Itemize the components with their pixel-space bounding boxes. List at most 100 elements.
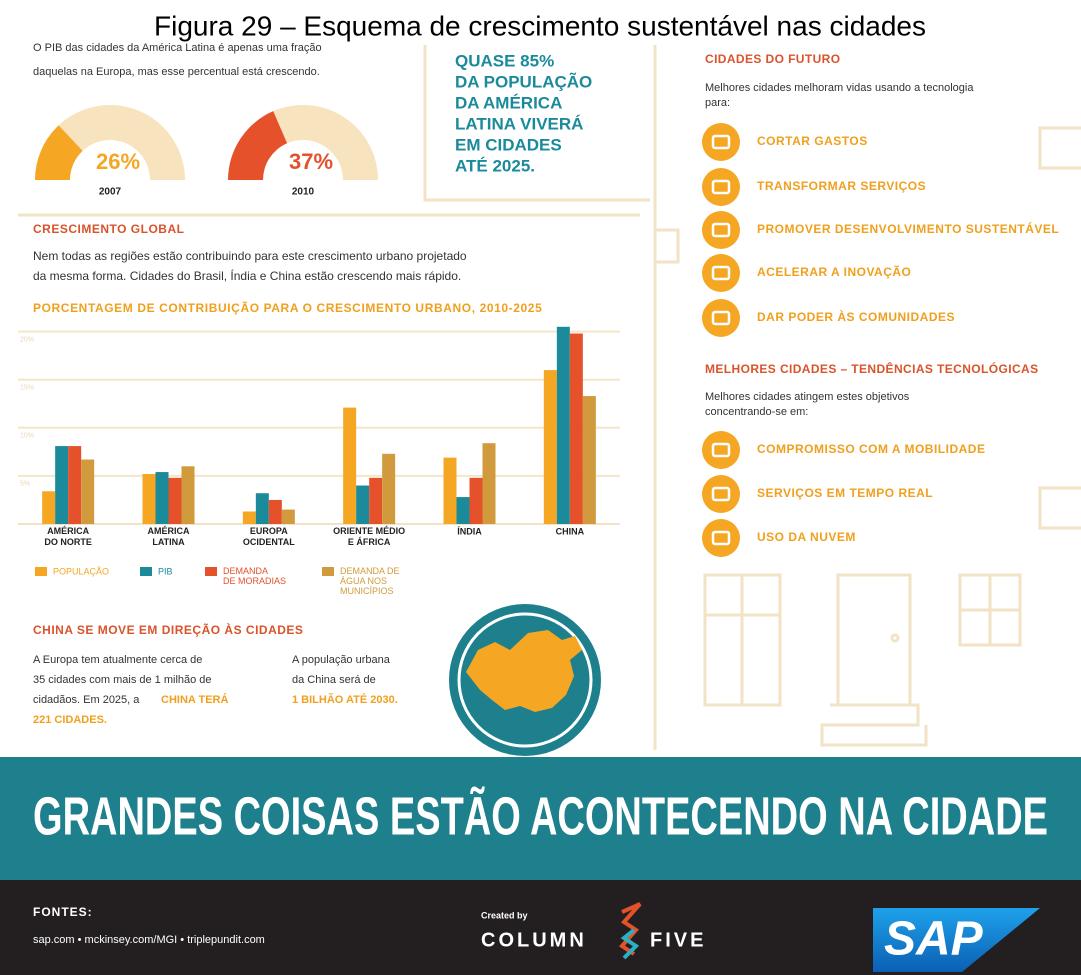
item-label: COMPROMISSO COM A MOBILIDADE: [757, 442, 985, 456]
y-tick-label: 15%: [20, 385, 34, 392]
highlight-text: ATÉ 2025.: [455, 156, 535, 175]
section-heading: CIDADES DO FUTURO: [705, 52, 840, 66]
bar: [168, 477, 182, 524]
highlight-text: LATINA VIVERÁ: [455, 114, 583, 133]
legend-label: POPULAÇÃO: [53, 566, 109, 576]
item-icon-glyph: [711, 179, 731, 195]
item-icon: [702, 254, 740, 292]
body-text: Melhores cidades atingem estes objetivos: [705, 391, 910, 403]
bar: [469, 477, 483, 524]
created-by: Created by: [481, 910, 528, 920]
gauge-track: [273, 104, 378, 180]
gauge-year: 2010: [292, 187, 315, 198]
highlight-text: EM CIDADES: [455, 135, 562, 154]
x-tick-label: CHINA: [556, 526, 585, 536]
highlight-text: DA POPULAÇÃO: [455, 71, 592, 91]
body-text: Melhores cidades melhoram vidas usando a…: [705, 82, 974, 94]
legend-label: DEMANDA DE MORADIAS: [223, 566, 286, 586]
bar: [142, 473, 156, 524]
body-text: concentrando-se em:: [705, 406, 808, 418]
item-icon-glyph: [711, 265, 731, 281]
highlight-text: QUASE 85%: [455, 51, 554, 70]
item-icon: [702, 431, 740, 469]
highlight-inline: CHINA TERÁ: [161, 693, 228, 706]
section-heading: MELHORES CIDADES – TENDÊNCIAS TECNOLÓGIC…: [705, 361, 1039, 376]
bar: [68, 446, 82, 524]
x-tick-label: EUROPA OCIDENTAL: [243, 526, 295, 547]
bar: [456, 497, 470, 524]
legend-swatch: [140, 567, 152, 576]
highlight-inline: 1 BILHÃO ATÉ 2030.: [292, 693, 398, 706]
bar: [482, 443, 496, 524]
item-label: USO DA NUVEM: [757, 530, 856, 544]
legend-swatch: [35, 567, 47, 576]
bar: [155, 472, 169, 524]
item-icon-glyph: [711, 486, 731, 502]
bar: [356, 485, 370, 524]
bar: [382, 453, 396, 524]
bar: [343, 407, 357, 524]
body-text: A Europa tem atualmente cerca de: [33, 654, 202, 666]
bar: [369, 477, 383, 524]
item-label: DAR PODER ÀS COMUNIDADES: [757, 309, 955, 324]
body-text: cidadãos. Em 2025, a: [33, 694, 140, 706]
bar: [543, 370, 557, 524]
section-heading: CHINA SE MOVE EM DIREÇÃO ÀS CIDADES: [33, 622, 303, 637]
item-icon-glyph: [711, 530, 731, 546]
item-icon-glyph: [711, 442, 731, 458]
intro-text: O PIB das cidades da América Latina é ap…: [33, 42, 322, 54]
item-icon-glyph: [711, 310, 731, 326]
x-tick-label: AMÉRICA DO NORTE: [44, 526, 92, 547]
bar: [242, 511, 256, 524]
bar: [55, 446, 69, 524]
decoration: [0, 45, 1081, 975]
item-label: TRANSFORMAR SERVIÇOS: [757, 179, 926, 193]
bar: [268, 499, 282, 524]
bar: [255, 493, 269, 524]
sources-label: FONTES:: [33, 905, 93, 919]
gauge-label: 26%: [96, 149, 140, 174]
gauge-value: [227, 111, 288, 180]
gauge-year: 2007: [99, 187, 122, 198]
bar: [181, 466, 195, 524]
sponsor-logo: SAP: [884, 913, 984, 966]
bar: [582, 396, 596, 524]
brand: FIVE: [650, 929, 706, 951]
item-icon: [702, 475, 740, 513]
x-tick-label: ÍNDIA: [457, 526, 482, 536]
y-tick-label: 20%: [20, 336, 34, 343]
bar: [42, 491, 56, 524]
x-tick-label: AMÉRICA LATINA: [148, 526, 190, 547]
x-tick-label: ORIENTE MÉDIO E ÁFRICA: [333, 526, 405, 547]
legend-swatch: [322, 567, 334, 576]
body-text: para:: [705, 97, 730, 109]
item-icon: [702, 211, 740, 249]
item-icon: [702, 123, 740, 161]
highlight-text: DA AMÉRICA: [455, 93, 562, 112]
y-tick-label: 5%: [20, 481, 30, 488]
banner-title: GRANDES COISAS ESTÃO ACONTECENDO NA CIDA…: [33, 786, 1048, 846]
bar: [443, 457, 457, 524]
legend-label: PIB: [158, 566, 173, 576]
item-icon: [702, 299, 740, 337]
highlight-inline: 221 CIDADES.: [33, 714, 107, 726]
section-heading: CRESCIMENTO GLOBAL: [33, 222, 184, 236]
bar: [569, 333, 583, 524]
body-text: da China será de: [292, 674, 376, 686]
body-text: 35 cidades com mais de 1 milhão de: [33, 674, 212, 686]
figure-title: Figura 29 – Esquema de crescimento suste…: [154, 10, 926, 41]
gauge-label: 37%: [289, 149, 333, 174]
body-text: da mesma forma. Cidades do Brasil, Índia…: [33, 268, 461, 283]
item-icon-glyph: [711, 134, 731, 150]
sources: sap.com • mckinsey.com/MGI • triplepundi…: [33, 934, 265, 946]
legend-swatch: [205, 567, 217, 576]
intro-text: daquelas na Europa, mas esse percentual …: [33, 66, 320, 78]
legend-label: DEMANDA DE ÁGUA NOS MUNICÍPIOS: [340, 566, 400, 596]
bar: [281, 509, 295, 524]
chart-title: PORCENTAGEM DE CONTRIBUIÇÃO PARA O CRESC…: [33, 300, 542, 315]
brand: COLUMN: [481, 929, 587, 951]
y-tick-label: 10%: [20, 433, 34, 440]
bar: [81, 459, 95, 524]
bar: [556, 326, 570, 524]
